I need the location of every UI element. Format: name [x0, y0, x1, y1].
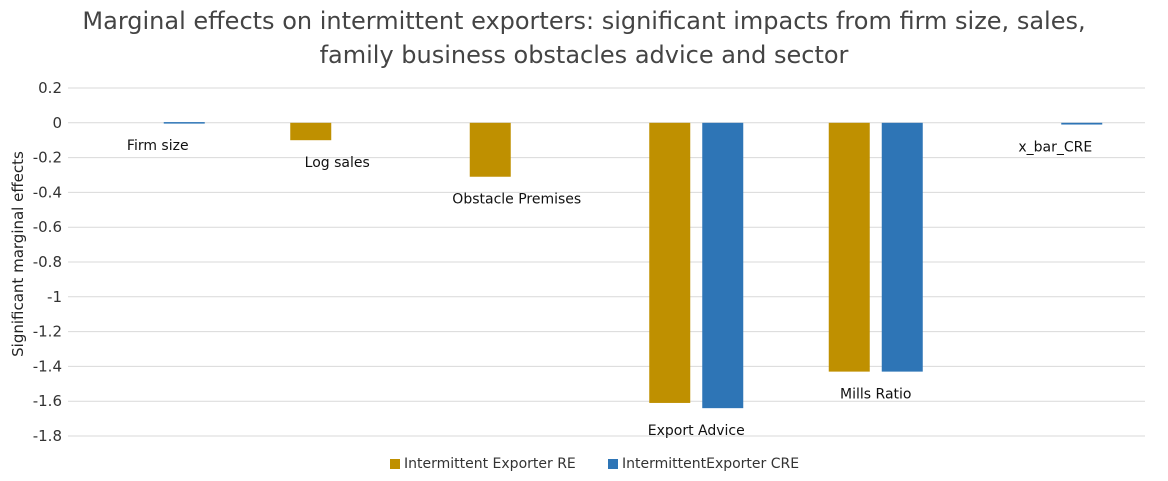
legend-label: Intermittent Exporter RE [404, 456, 576, 472]
chart-title-line-1: Marginal effects on intermittent exporte… [82, 7, 1086, 35]
category-label: Obstacle Premises [452, 192, 581, 208]
y-tick-label: -1.2 [33, 323, 62, 341]
legend: Intermittent Exporter RE IntermittentExpo… [390, 456, 799, 472]
bars [163, 122, 1103, 409]
y-tick-label: -1.8 [33, 427, 62, 445]
y-tick-label: 0 [52, 114, 62, 132]
category-label: Firm size [127, 138, 189, 154]
chart-title-line-2: family business obstacles advice and sec… [319, 41, 849, 69]
y-tick-label: 0.2 [38, 79, 62, 97]
bar-re [649, 122, 691, 403]
category-label: Export Advice [648, 423, 745, 439]
bar-re [290, 122, 332, 141]
legend-swatch [390, 459, 400, 469]
legend-swatch [608, 459, 618, 469]
category-label: Log sales [305, 155, 370, 171]
chart-title: Marginal effects on intermittent exporte… [0, 4, 1168, 72]
legend-label: IntermittentExporter CRE [622, 456, 799, 472]
y-axis-ticks: 0.2 0 -0.2 -0.4 -0.6 -0.8 -1 -1.2 -1.4 -1.6 -1.8 [33, 79, 62, 445]
bar-cre [1061, 122, 1103, 125]
y-tick-label: -0.8 [33, 253, 62, 271]
y-tick-label: -0.2 [33, 149, 62, 167]
bar-cre [163, 122, 205, 124]
y-tick-label: -1.6 [33, 392, 62, 410]
gridlines [68, 87, 1145, 437]
bar-re [469, 122, 511, 177]
category-label: x_bar_CRE [1018, 140, 1092, 156]
y-tick-label: -0.6 [33, 218, 62, 236]
y-tick-label: -1.4 [33, 357, 62, 375]
category-labels: Firm size Log sales Obstacle Premises Expor… [127, 138, 1092, 439]
category-label: Mills Ratio [840, 387, 911, 403]
bar-cre [881, 122, 923, 372]
y-tick-label: -0.4 [33, 183, 62, 201]
y-tick-label: -1 [47, 288, 62, 306]
bar-re [828, 122, 870, 372]
y-axis-title: Significant marginal effects [9, 151, 27, 357]
bar-cre [702, 122, 744, 409]
